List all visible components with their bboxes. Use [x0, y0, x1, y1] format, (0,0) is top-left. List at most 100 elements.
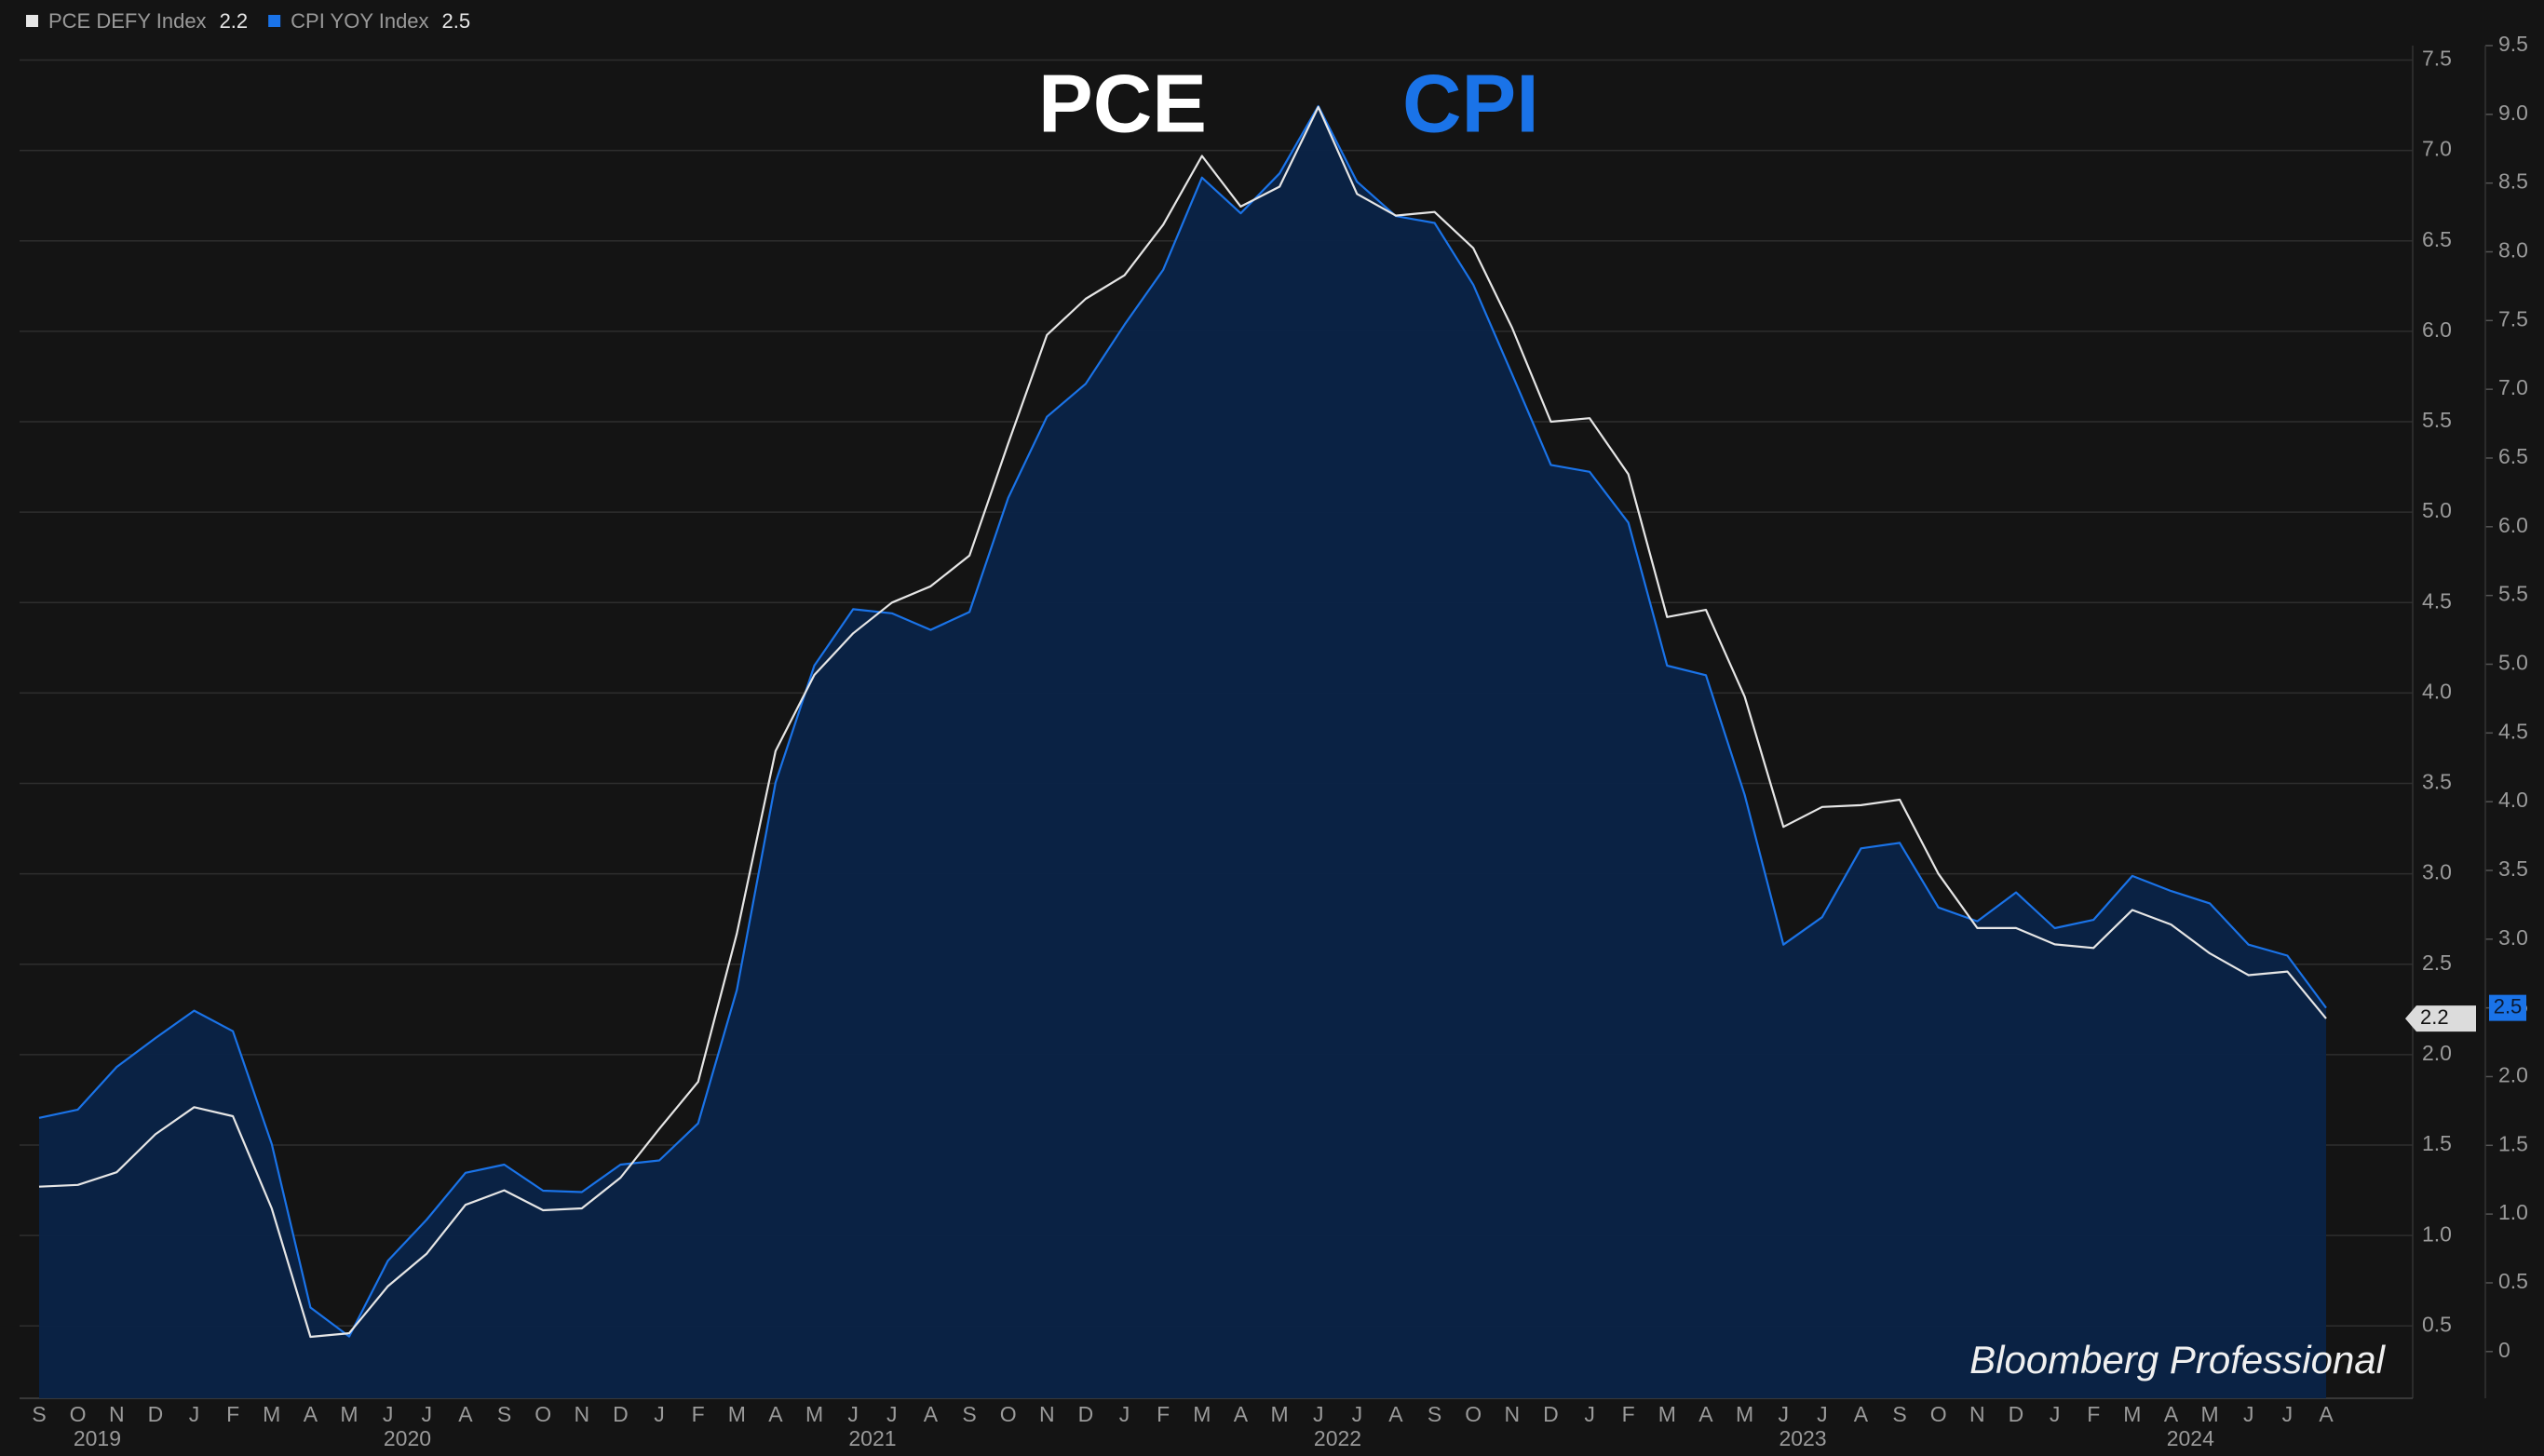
x-tick-label: N [1039, 1402, 1055, 1426]
y-tick-label: 6.0 [2422, 317, 2452, 342]
x-tick-label: M [1193, 1402, 1211, 1426]
x-tick-label: M [2123, 1402, 2141, 1426]
x-tick-label: A [1698, 1402, 1713, 1426]
x-tick-label: A [768, 1402, 783, 1426]
y-tick-label: 7.0 [2422, 137, 2452, 161]
x-tick-label: M [1270, 1402, 1288, 1426]
legend-swatch [26, 15, 38, 27]
x-tick-label: F [1157, 1402, 1170, 1426]
y2-tick-label: 8.5 [2498, 169, 2528, 194]
x-tick-label: O [1465, 1402, 1482, 1426]
y-tick-label: 3.0 [2422, 860, 2452, 884]
y2-tick-label: 6.0 [2498, 513, 2528, 537]
y2-tick-label: 4.5 [2498, 719, 2528, 743]
y2-tick-label: 9.0 [2498, 101, 2528, 125]
x-tick-label: J [1817, 1402, 1828, 1426]
y-tick-label: 5.5 [2422, 408, 2452, 432]
x-tick-label: J [422, 1402, 433, 1426]
x-tick-label: J [1352, 1402, 1363, 1426]
y-tick-label: 4.5 [2422, 588, 2452, 613]
year-label: 2021 [848, 1426, 896, 1450]
x-tick-label: N [574, 1402, 589, 1426]
x-tick-label: J [847, 1402, 859, 1426]
x-tick-label: J [886, 1402, 898, 1426]
x-tick-label: S [1428, 1402, 1441, 1426]
area-fill [39, 106, 2326, 1398]
x-tick-label: A [2164, 1402, 2179, 1426]
legend-label: PCE DEFY Index [48, 9, 207, 33]
value-badge [2489, 994, 2526, 1021]
x-tick-label: F [2087, 1402, 2100, 1426]
x-tick-label: S [1892, 1402, 1906, 1426]
x-tick-label: D [613, 1402, 629, 1426]
x-tick-label: O [1930, 1402, 1947, 1426]
x-tick-label: F [692, 1402, 705, 1426]
year-label: 2020 [384, 1426, 431, 1450]
y-tick-label: 4.0 [2422, 679, 2452, 703]
x-tick-label: J [654, 1402, 665, 1426]
x-tick-label: S [32, 1402, 46, 1426]
x-tick-label: J [1778, 1402, 1789, 1426]
y2-tick-label: 5.0 [2498, 651, 2528, 675]
y2-tick-label: 6.5 [2498, 444, 2528, 468]
x-tick-label: O [70, 1402, 87, 1426]
x-tick-label: D [2009, 1402, 2024, 1426]
x-tick-label: F [226, 1402, 239, 1426]
x-tick-label: D [1078, 1402, 1094, 1426]
y-tick-label: 2.0 [2422, 1041, 2452, 1065]
x-tick-label: M [1736, 1402, 1753, 1426]
x-tick-label: S [962, 1402, 976, 1426]
x-tick-label: O [535, 1402, 551, 1426]
x-tick-label: J [1313, 1402, 1324, 1426]
x-tick-label: J [189, 1402, 200, 1426]
x-tick-label: J [2050, 1402, 2061, 1426]
y-tick-label: 3.5 [2422, 770, 2452, 794]
legend-label: CPI YOY Index [291, 9, 428, 33]
y2-tick-label: 1.5 [2498, 1131, 2528, 1155]
x-tick-label: N [1505, 1402, 1521, 1426]
x-tick-label: M [1658, 1402, 1676, 1426]
x-tick-label: N [1969, 1402, 1985, 1426]
x-tick-label: D [148, 1402, 164, 1426]
y2-tick-label: 1.0 [2498, 1200, 2528, 1224]
x-tick-label: A [1854, 1402, 1869, 1426]
y-tick-label: 7.5 [2422, 47, 2452, 71]
value-badge-label: 2.5 [2494, 994, 2523, 1018]
x-tick-label: J [2243, 1402, 2254, 1426]
x-tick-label: J [2282, 1402, 2294, 1426]
x-tick-label: M [2201, 1402, 2219, 1426]
year-label: 2022 [1314, 1426, 1361, 1450]
y2-tick-label: 5.5 [2498, 582, 2528, 606]
y-tick-label: 1.5 [2422, 1131, 2452, 1155]
legend-swatch [268, 15, 281, 27]
x-tick-label: M [263, 1402, 280, 1426]
y2-tick-label: 9.5 [2498, 32, 2528, 56]
x-tick-label: A [1388, 1402, 1403, 1426]
x-tick-label: M [805, 1402, 823, 1426]
x-tick-label: D [1543, 1402, 1559, 1426]
x-tick-label: S [497, 1402, 511, 1426]
y2-tick-label: 8.0 [2498, 238, 2528, 263]
y2-tick-label: 7.0 [2498, 375, 2528, 399]
series-line [38, 105, 2327, 1339]
value-badge [2405, 1005, 2476, 1032]
value-badge-label: 2.2 [2420, 1005, 2449, 1029]
x-tick-label: A [458, 1402, 473, 1426]
y-tick-label: 5.0 [2422, 498, 2452, 522]
y2-tick-label: 7.5 [2498, 306, 2528, 330]
y2-tick-label: 2.0 [2498, 1063, 2528, 1087]
annotation: PCE [1038, 57, 1207, 149]
y-tick-label: 1.0 [2422, 1221, 2452, 1246]
legend-value: 2.5 [442, 9, 471, 33]
legend-value: 2.2 [220, 9, 249, 33]
year-label: 2024 [2167, 1426, 2214, 1450]
x-tick-label: J [1119, 1402, 1130, 1426]
y2-tick-label: 4.0 [2498, 788, 2528, 812]
y2-tick-label: 3.5 [2498, 856, 2528, 881]
x-tick-label: N [109, 1402, 125, 1426]
x-tick-label: A [1234, 1402, 1249, 1426]
y2-tick-label: 3.0 [2498, 925, 2528, 950]
x-tick-label: J [1584, 1402, 1595, 1426]
year-label: 2019 [74, 1426, 121, 1450]
